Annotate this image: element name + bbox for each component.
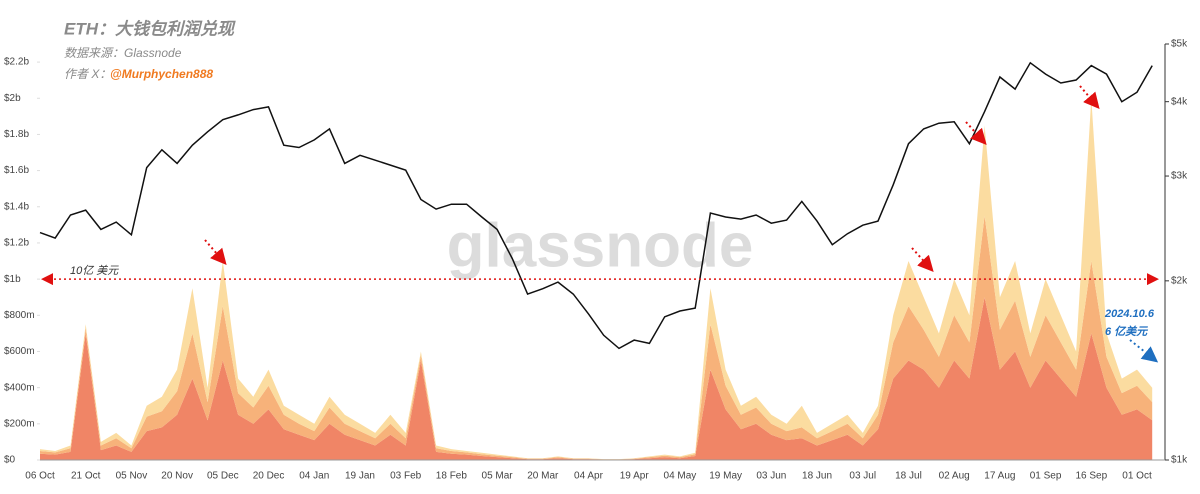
x-tick-label: 18 Feb — [436, 471, 468, 482]
y-tick-label: $600m — [4, 346, 35, 357]
arrow — [204, 239, 227, 266]
arrow — [911, 247, 934, 272]
author-prefix: 作者 X： — [64, 67, 111, 81]
x-tick-label: 18 Jun — [802, 471, 832, 482]
x-tick-label: 05 Mar — [482, 471, 514, 482]
y-tick-label: $2b — [4, 93, 21, 104]
y-tick-label: $1.8b — [4, 129, 29, 140]
x-tick-label: 20 Dec — [253, 471, 285, 482]
y-tick-label: $800m — [4, 310, 35, 321]
x-tick-label: 17 Aug — [984, 471, 1015, 482]
x-tick-label: 19 May — [709, 471, 742, 482]
y-tick-label: $1b — [4, 274, 21, 285]
y-tick-label: $200m — [4, 418, 35, 429]
arrow — [1129, 339, 1159, 363]
x-tick-label: 03 Jul — [849, 471, 876, 482]
author: @Murphychen888 — [110, 67, 213, 81]
x-tick-label: 06 Oct — [25, 471, 55, 482]
x-tick-label: 04 Jan — [299, 471, 329, 482]
y-tick-label: $1.2b — [4, 238, 29, 249]
arrows — [204, 85, 1100, 272]
x-tick-label: 01 Sep — [1030, 471, 1062, 482]
y2-tick-label: $4k — [1171, 96, 1188, 107]
y-tick-label: $1.6b — [4, 165, 29, 176]
x-tick-label: 03 Jun — [756, 471, 786, 482]
x-tick-label: 04 Apr — [574, 471, 604, 482]
watermark: glassnode — [447, 211, 754, 280]
x-tick-label: 16 Sep — [1075, 471, 1107, 482]
x-tick-label: 20 Mar — [527, 471, 559, 482]
y2-tick-label: $3k — [1171, 171, 1188, 182]
reference-label: 10亿 美元 — [70, 264, 119, 277]
x-tick-label: 01 Oct — [1122, 471, 1152, 482]
x-tick-label: 19 Apr — [620, 471, 650, 482]
annotation: 2024.10.6 — [1104, 308, 1155, 320]
y-tick-label: $0 — [4, 455, 16, 466]
chart-title: ETH：大钱包利润兑现 — [64, 19, 236, 38]
x-tick-label: 21 Oct — [71, 471, 101, 482]
x-tick-label: 18 Jul — [895, 471, 922, 482]
subtitle: 数据来源：Glassnode — [64, 46, 182, 60]
y-tick-label: $1.4b — [4, 201, 29, 212]
x-tick-label: 05 Dec — [207, 471, 239, 482]
x-tick-label: 20 Nov — [161, 471, 193, 482]
annotation: 6 亿美元 — [1105, 325, 1148, 338]
x-tick-label: 03 Feb — [390, 471, 422, 482]
x-tick-label: 02 Aug — [939, 471, 970, 482]
y2-tick-label: $5k — [1171, 39, 1188, 50]
y2-tick-label: $2k — [1171, 275, 1188, 286]
y2-tick-label: $1k — [1171, 455, 1188, 466]
x-tick-label: 04 May — [664, 471, 697, 482]
area-layer — [40, 297, 1153, 460]
x-tick-label: 05 Nov — [116, 471, 148, 482]
price-line — [39, 61, 1153, 350]
x-tick-label: 19 Jan — [345, 471, 375, 482]
plot-area — [39, 61, 1159, 460]
y-tick-label: $2.2b — [4, 57, 29, 68]
arrow — [1079, 85, 1100, 110]
y-tick-label: $400m — [4, 382, 35, 393]
